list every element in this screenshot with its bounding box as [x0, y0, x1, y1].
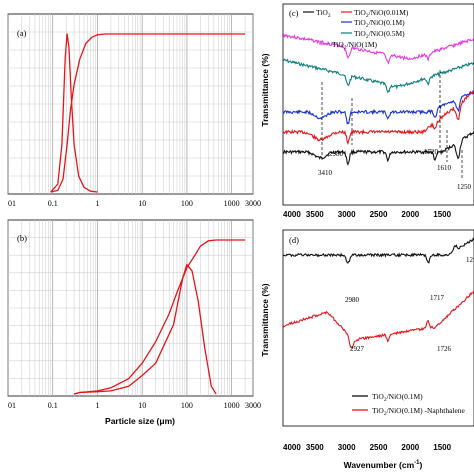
ftir-c-series-4: [282, 130, 474, 166]
x-tick-label: 3000: [338, 443, 356, 452]
ann-c-1250: 1250: [457, 183, 472, 191]
ann-c-1720: 1720: [424, 148, 439, 156]
panel-b: (b) 01 0.1 1 10 100 1000 3000 Particle size (μ…: [7, 219, 261, 426]
panel-c-guides: [321, 70, 463, 180]
x-tick-label: 2000: [401, 443, 419, 452]
panel-d-frame: [282, 229, 474, 427]
x-tick-label: 1000: [224, 199, 240, 208]
x-tick-label: 3500: [306, 443, 324, 452]
x-tick-label: 4000: [283, 210, 301, 219]
x-tick-label: 100: [181, 199, 193, 208]
ann-d-1717: 1717: [430, 294, 445, 302]
panel-c-label: (c): [289, 8, 299, 18]
ann-c-1610: 1610: [437, 164, 452, 172]
panel-c-ylabel: Transmittance (%): [260, 53, 270, 126]
x-tick-label: 10: [138, 401, 146, 410]
x-tick-label: 1500: [433, 443, 451, 452]
panel-a: (a) 01 0.1 1 10 100 1000 3000: [7, 13, 261, 208]
legend-c-label-1: TiO2/NiO(0.01M): [354, 8, 409, 19]
panel-c: (c) Transmittance (%) TiO2 TiO2/NiO(0.01…: [260, 3, 474, 219]
panel-a-cumulative-curve: [50, 33, 246, 193]
x-tick-label: 1000: [224, 401, 240, 410]
x-tick-label: 01: [8, 199, 16, 208]
x-tick-label: 4000: [283, 443, 301, 452]
legend-c-label-3: TiO2/NiO(0.5M): [354, 29, 405, 40]
panel-b-frequency-curve: [73, 263, 217, 395]
legend-c-label-4: TiO2/NiO(1M): [332, 40, 377, 51]
x-tick-label: 1500: [433, 210, 451, 219]
ann-d-2980: 2980: [345, 296, 360, 304]
x-tick-label: 01: [8, 401, 16, 410]
x-tick-label: 2000: [401, 210, 419, 219]
x-tick-label: 1: [95, 199, 99, 208]
ftir-c-series-0: [282, 33, 474, 65]
panel-a-label: (a): [17, 28, 27, 38]
panel-d-xticks: 4000 3500 3000 2500 2000 1500: [283, 443, 452, 452]
x-tick-label: 2500: [370, 210, 388, 219]
panel-b-label: (b): [17, 233, 27, 243]
legend-c-label-2: TiO2/NiO(0.1M): [354, 18, 405, 29]
ann-c-2980: 2980: [329, 150, 344, 158]
panel-d-legend: TiO2/NiO(0.1M) TiO2/NiO(0.1M) -Naphthale…: [352, 392, 466, 417]
legend-d-label-1: TiO2/NiO(0.1M) -Naphthalene: [372, 406, 466, 417]
panel-b-xlabel: Particle size (μm): [105, 416, 175, 426]
ftir-c-series-3: [282, 90, 474, 145]
panel-c-xticks: 4000 3500 3000 2500 2000 1500: [283, 210, 452, 219]
x-tick-label: 3000: [245, 401, 261, 410]
ann-d-1726: 1726: [437, 345, 452, 353]
panel-b-cumulative-curve: [73, 239, 246, 395]
panel-b-grid: [7, 220, 254, 396]
legend-c-label-0: TiO2: [316, 8, 331, 19]
ann-c-3410: 3410: [318, 169, 333, 177]
x-tick-label: 3000: [245, 199, 261, 208]
x-tick-label: 1: [95, 401, 99, 410]
panel-d: (d) Transmittance (%) 2980 1717 12 2927 …: [260, 229, 474, 470]
ann-d-12: 12: [466, 256, 474, 264]
x-tick-label: 3500: [306, 210, 324, 219]
panel-a-curves: [50, 33, 246, 193]
ftir-d-series-0: [282, 237, 474, 264]
x-tick-label: 0.1: [48, 401, 58, 410]
ftir-c-series-1: [282, 58, 474, 94]
panel-d-xlabel: Wavenumber (cm-1): [344, 460, 423, 470]
x-tick-label: 0.1: [48, 199, 58, 208]
legend-d-label-0: TiO2/NiO(0.1M): [372, 392, 423, 403]
panel-a-xticks: 01 0.1 1 10 100 1000 3000: [8, 199, 261, 208]
panel-d-ylabel: Transmittance (%): [260, 283, 270, 356]
ftir-c-series-2: [282, 90, 474, 126]
panel-d-label: (d): [289, 235, 299, 245]
panel-a-frequency-curve: [50, 33, 98, 193]
x-tick-label: 2500: [370, 443, 388, 452]
x-tick-label: 10: [138, 199, 146, 208]
panel-d-curves: [282, 237, 474, 349]
x-tick-label: 3000: [338, 210, 356, 219]
x-tick-label: 100: [181, 401, 193, 410]
panel-a-grid: [7, 14, 254, 194]
ann-d-2927: 2927: [350, 345, 365, 353]
panel-c-legend: TiO2 TiO2/NiO(0.01M) TiO2/NiO(0.1M) TiO2…: [303, 8, 409, 51]
panel-b-xticks: 01 0.1 1 10 100 1000 3000: [8, 401, 261, 410]
panel-b-curves: [73, 239, 246, 395]
panel-c-curves: [282, 33, 474, 166]
ftir-d-series-1: [282, 289, 474, 349]
